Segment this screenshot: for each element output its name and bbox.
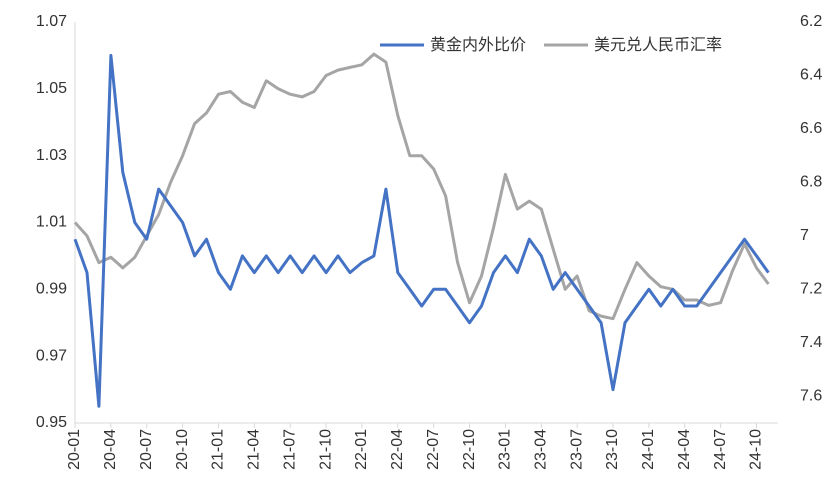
- x-tick-label: 20-01: [66, 429, 83, 470]
- y-tick-label: 1.01: [36, 214, 67, 231]
- x-tick-label: 22-01: [353, 429, 370, 470]
- y2-tick-label: 7: [800, 227, 809, 244]
- y2-tick-label: 6.8: [800, 174, 822, 191]
- x-tick-label: 23-07: [568, 429, 585, 470]
- x-tick-label: 24-07: [712, 429, 729, 470]
- x-tick-label: 23-01: [497, 429, 514, 470]
- series-line: [73, 53, 770, 408]
- legend-label: 黄金内外比价: [430, 36, 526, 54]
- y2-tick-label: 7.2: [800, 281, 822, 298]
- y-tick-label: 0.97: [36, 347, 67, 364]
- x-tick-label: 21-10: [317, 429, 334, 470]
- y-tick-label: 1.05: [36, 80, 67, 97]
- x-tick-label: 24-10: [748, 429, 765, 470]
- y2-tick-label: 6.6: [800, 120, 822, 137]
- x-tick-label: 22-10: [461, 429, 478, 470]
- y-tick-label: 0.99: [36, 281, 67, 298]
- x-tick-label: 24-01: [640, 429, 657, 470]
- y2-tick-label: 6.4: [800, 67, 822, 84]
- y2-tick-label: 6.2: [800, 13, 822, 30]
- x-tick-label: 20-10: [174, 429, 191, 470]
- x-tick-label: 23-04: [532, 429, 549, 470]
- series-line: [73, 52, 770, 321]
- x-tick-label: 21-07: [281, 429, 298, 470]
- x-tick-label: 20-04: [102, 429, 119, 470]
- legend-label: 美元兑人民币汇率: [594, 36, 722, 54]
- y2-tick-label: 7.4: [800, 334, 822, 351]
- y-tick-label: 0.95: [36, 414, 67, 431]
- x-tick-label: 22-04: [389, 429, 406, 470]
- x-tick-label: 21-04: [246, 429, 263, 470]
- x-tick-label: 24-04: [676, 429, 693, 470]
- x-tick-label: 22-07: [425, 429, 442, 470]
- x-tick-label: 21-01: [210, 429, 227, 470]
- y2-tick-label: 7.6: [800, 387, 822, 404]
- x-tick-label: 23-10: [604, 429, 621, 470]
- x-tick-label: 20-07: [138, 429, 155, 470]
- y-tick-label: 1.03: [36, 147, 67, 164]
- y-tick-label: 1.07: [36, 13, 67, 30]
